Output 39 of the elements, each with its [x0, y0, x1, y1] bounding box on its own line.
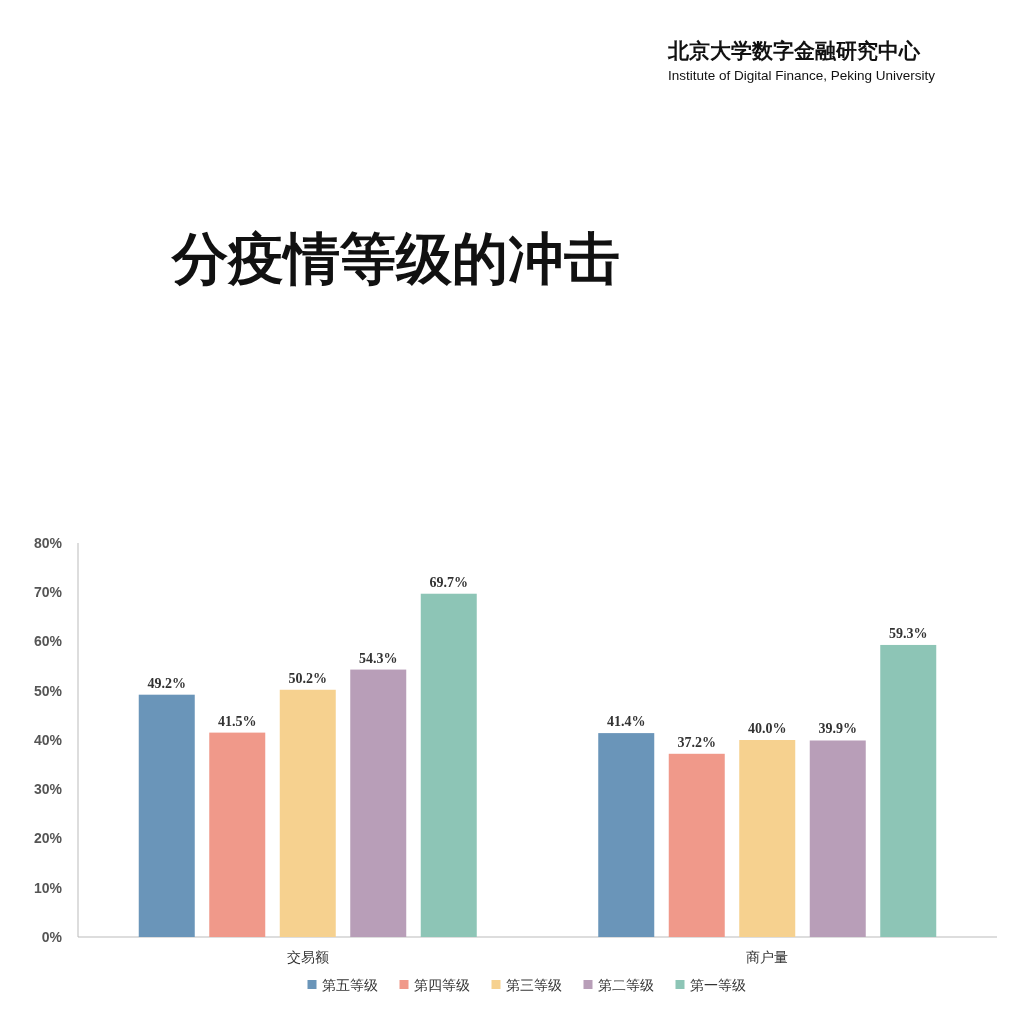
- legend-label: 第二等级: [597, 976, 654, 993]
- y-tick-label: 60%: [33, 633, 63, 650]
- data-label: 39.9%: [818, 721, 857, 737]
- legend-label: 第三等级: [505, 976, 562, 993]
- data-label: 59.3%: [889, 625, 928, 641]
- bar: [138, 694, 195, 937]
- bar: [668, 753, 725, 937]
- text: Institute of Digital Finance, Peking University: [668, 68, 936, 83]
- data-label: 41.5%: [218, 713, 257, 729]
- y-tick-label: 10%: [33, 879, 63, 896]
- data-label: 37.2%: [677, 734, 716, 750]
- bar: [809, 740, 866, 937]
- y-tick-label: 40%: [33, 731, 63, 748]
- bar: [598, 733, 655, 937]
- bar: [279, 689, 336, 937]
- data-label: 41.4%: [607, 714, 646, 730]
- bar: [209, 732, 266, 937]
- y-tick-label: 80%: [33, 534, 63, 551]
- y-tick-label: 70%: [33, 584, 63, 601]
- data-label: 54.3%: [359, 650, 398, 666]
- bar: [880, 644, 937, 937]
- data-label: 50.2%: [288, 670, 327, 686]
- legend-label: 第四等级: [413, 976, 470, 993]
- bar: [420, 593, 477, 937]
- legend-label: 第五等级: [321, 976, 378, 993]
- data-label: 40.0%: [748, 721, 787, 736]
- y-tick-label: 30%: [33, 781, 63, 798]
- bar: [739, 740, 796, 937]
- x-tick-label: 交易额: [286, 948, 329, 965]
- data-label: 69.7%: [429, 574, 468, 590]
- y-tick-label: 50%: [33, 682, 63, 699]
- x-tick-label: 商户量: [746, 948, 789, 965]
- bar: [350, 669, 407, 937]
- data-label: 49.2%: [147, 675, 186, 691]
- legend-label: 第一等级: [689, 976, 746, 993]
- y-tick-label: 20%: [33, 830, 63, 847]
- y-tick-label: 0%: [41, 928, 63, 945]
- chart-title: 分疫情等级的冲击: [170, 227, 620, 290]
- text: 北京大学数字金融研究中心: [667, 39, 921, 62]
